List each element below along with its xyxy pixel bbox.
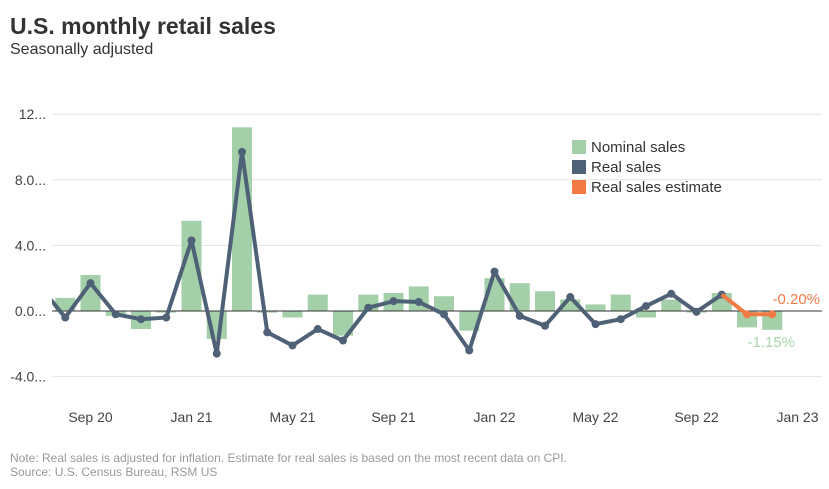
y-tick-label: 0.0... xyxy=(15,303,46,319)
point-real-sales xyxy=(616,315,625,324)
x-tick-label: Jan 23 xyxy=(776,409,818,425)
bar-nominal-sales xyxy=(636,311,656,318)
legend-label: Real sales estimate xyxy=(591,179,722,196)
chart-title: U.S. monthly retail sales xyxy=(10,13,276,39)
chart-note: Note: Real sales is adjusted for inflati… xyxy=(10,451,567,479)
bar-nominal-sales xyxy=(661,299,682,311)
point-real-sales xyxy=(187,236,196,245)
point-real-sales xyxy=(339,336,347,345)
annotation-nominal: -1.15% xyxy=(747,334,795,351)
point-real-sales xyxy=(515,311,524,320)
legend-label: Nominal sales xyxy=(591,139,685,156)
legend-swatch xyxy=(572,160,586,174)
point-real-sales xyxy=(667,289,676,298)
source-text: Source: U.S. Census Bureau, RSM US xyxy=(10,465,218,479)
point-real-sales xyxy=(263,328,272,337)
point-real-sales xyxy=(162,313,171,322)
point-real-sales xyxy=(111,310,120,319)
y-tick-label: 12... xyxy=(19,106,46,122)
bar-nominal-sales xyxy=(459,311,480,331)
point-real-sales xyxy=(465,346,474,355)
bar-nominal-sales xyxy=(560,299,581,311)
point-real-sales xyxy=(364,303,373,312)
x-tick-label: Jan 22 xyxy=(473,409,515,425)
x-tick-label: May 22 xyxy=(573,409,619,425)
line-real-sales xyxy=(52,149,723,356)
point-real-sales xyxy=(212,349,221,358)
bar-nominal-sales xyxy=(333,311,353,336)
x-tick-label: Jan 21 xyxy=(170,409,212,425)
x-tick-label: Sep 22 xyxy=(674,409,719,425)
bar-nominal-sales xyxy=(307,294,328,311)
point-real-sales xyxy=(389,297,398,306)
point-real-sales xyxy=(86,279,95,288)
legend-swatch xyxy=(572,140,586,154)
bar-nominal-sales xyxy=(610,294,631,311)
point-real-sales xyxy=(692,307,701,316)
point-real-sales xyxy=(137,315,145,324)
bar-nominal-sales xyxy=(282,311,303,318)
x-tick-label: May 21 xyxy=(270,409,316,425)
y-tick-label: 4.0... xyxy=(15,237,46,253)
point-real-sales-estimate xyxy=(743,310,751,319)
bar-nominal-sales xyxy=(257,311,278,313)
y-tick-label: 8.0... xyxy=(15,172,46,188)
bar-nominal-sales xyxy=(80,274,101,311)
point-real-sales xyxy=(414,297,423,306)
point-real-sales-estimate xyxy=(768,310,777,319)
y-tick-label: -4.0... xyxy=(10,369,46,385)
point-real-sales xyxy=(61,313,70,322)
bar-nominal-sales xyxy=(585,304,606,311)
point-real-sales xyxy=(238,147,246,156)
point-real-sales xyxy=(440,310,448,319)
point-real-sales xyxy=(642,302,650,311)
point-real-sales xyxy=(490,267,499,276)
note-text: Note: Real sales is adjusted for inflati… xyxy=(10,451,567,465)
point-real-sales xyxy=(288,341,297,350)
annotation-real-estimate: -0.20% xyxy=(772,291,820,308)
chart-subtitle: Seasonally adjusted xyxy=(10,41,154,58)
legend-label: Real sales xyxy=(591,159,661,176)
legend-swatch xyxy=(572,180,586,194)
bar-nominal-sales xyxy=(181,220,202,311)
point-real-sales xyxy=(541,321,549,330)
bar-nominal-sales xyxy=(535,291,555,311)
point-real-sales xyxy=(591,320,600,329)
point-real-sales xyxy=(313,325,322,334)
point-real-sales xyxy=(566,293,575,302)
x-tick-label: Sep 21 xyxy=(371,409,416,425)
x-tick-label: Sep 20 xyxy=(68,409,113,425)
bar-nominal-sales xyxy=(434,296,454,311)
